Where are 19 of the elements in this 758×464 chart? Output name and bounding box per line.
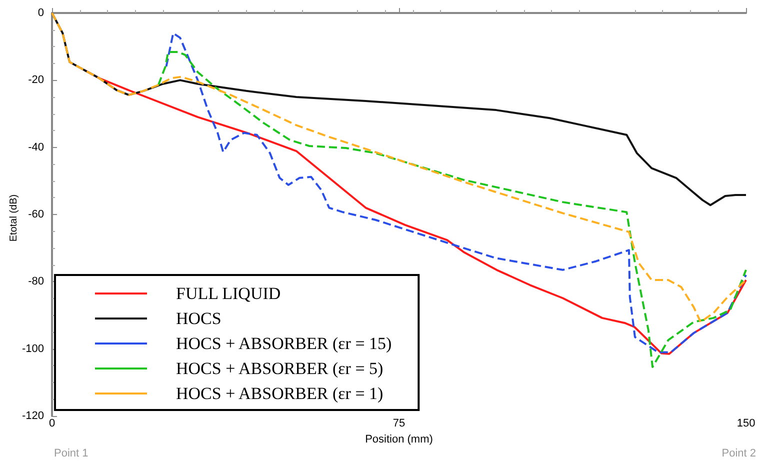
legend-label: FULL LIQUID [176,284,281,303]
x-tick-label: 75 [392,418,406,430]
y-tick-label: 0 [38,7,44,19]
y-tick-label: -60 [28,208,44,220]
y-axis-title: Etotal (dB) [8,194,20,242]
y-tick-label: -100 [22,342,44,355]
x-tick-label: 150 [736,418,756,430]
x-axis-title: Position (mm) [365,433,433,446]
x-tick-label: 0 [48,418,56,430]
legend-label: HOCS + ABSORBER (εr = 1) [176,384,384,403]
y-tick-label: -20 [28,74,44,86]
legend-label: HOCS + ABSORBER (εr = 15) [176,334,392,353]
text: Point 2 [722,448,756,460]
legend-label: HOCS + ABSORBER (εr = 5) [176,359,384,378]
y-tick-label: -40 [28,141,44,154]
text: Point 1 [54,448,88,460]
y-tick-label: -120 [22,410,44,422]
legend-label: HOCS [176,309,222,328]
y-tick-label: -80 [28,276,44,288]
